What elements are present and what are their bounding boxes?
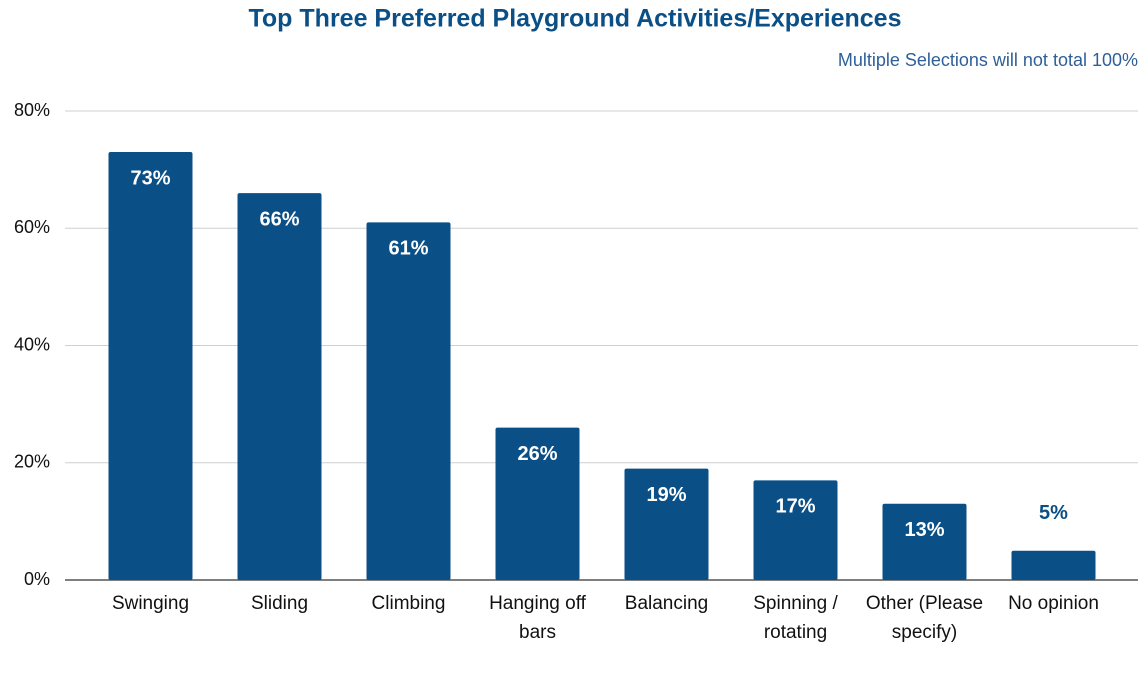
x-tick-label: No opinion	[1008, 593, 1099, 614]
bar	[753, 480, 838, 580]
bar	[1011, 550, 1096, 580]
x-tick-label: Swinging	[111, 593, 190, 614]
y-tick-label: 0%	[24, 569, 50, 589]
x-tick-label: Other (Please specify)	[865, 593, 984, 643]
data-label: 5%	[1039, 502, 1068, 524]
data-label: 73%	[130, 167, 170, 189]
bar	[624, 468, 709, 580]
x-tick-label: Climbing	[371, 593, 446, 614]
data-label: 17%	[775, 496, 815, 518]
chart-title: Top Three Preferred Playground Activitie…	[249, 5, 902, 33]
data-label: 26%	[517, 443, 557, 465]
bar	[108, 152, 193, 580]
bar	[882, 503, 967, 580]
y-tick-label: 60%	[14, 217, 50, 237]
x-tick-label: Sliding	[250, 593, 309, 614]
x-tick-label: Balancing	[624, 593, 709, 614]
y-tick-label: 20%	[14, 452, 50, 472]
data-label: 66%	[259, 208, 299, 230]
y-tick-label: 40%	[14, 334, 50, 354]
bar	[237, 193, 322, 580]
y-tick-label: 80%	[14, 100, 50, 120]
chart-subtitle: Multiple Selections will not total 100%	[838, 50, 1138, 70]
data-label: 13%	[904, 519, 944, 541]
data-label: 19%	[646, 484, 686, 506]
x-tick-label: Hanging off bars	[489, 593, 586, 643]
bar	[366, 222, 451, 580]
data-label: 61%	[388, 238, 428, 260]
bar	[495, 427, 580, 580]
x-tick-label: Spinning / rotating	[753, 593, 838, 643]
